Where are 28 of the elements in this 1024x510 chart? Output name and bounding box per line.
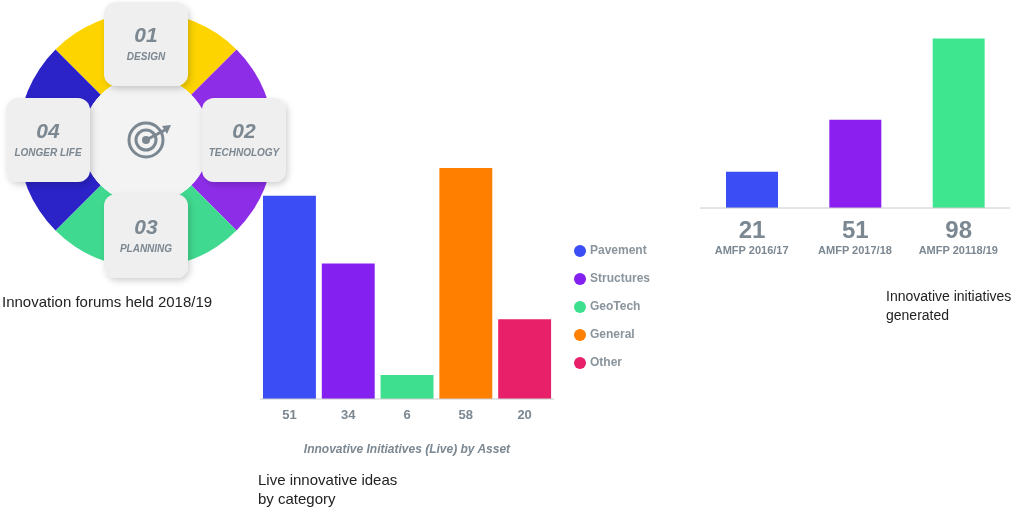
legend-label: Other <box>589 355 622 369</box>
legend-label: General <box>589 327 635 341</box>
text: 01 <box>134 23 158 46</box>
data-label: 34 <box>341 407 357 422</box>
text: Innovation forums held 2018/19 <box>2 292 213 311</box>
text: 03 <box>134 215 158 238</box>
x-tick-label: AMFP 20118/19 <box>918 243 998 256</box>
legend-label: Structures <box>589 271 650 285</box>
text: 02 <box>232 119 256 142</box>
x-axis-title: Innovative Initiatives (Live) by Asset <box>303 442 512 456</box>
text: Innovative initiatives generated <box>886 287 1013 325</box>
category-label: LONGER LIFE <box>14 147 82 158</box>
text: 04 <box>36 119 60 142</box>
text: Live innovative ideas by category <box>258 470 399 508</box>
data-label: 21 <box>738 216 766 243</box>
x-tick-label: AMFP 2016/17 <box>714 243 789 256</box>
legend-label: Pavement <box>589 243 647 257</box>
data-label: 98 <box>945 216 973 243</box>
legend-label: GeoTech <box>589 299 641 313</box>
category-label: DESIGN <box>126 51 166 62</box>
data-label: 20 <box>517 407 532 422</box>
category-label: TECHNOLOGY <box>208 147 281 158</box>
category-label: PLANNING <box>119 243 173 254</box>
data-label: 58 <box>458 407 474 422</box>
data-label: 51 <box>841 216 869 243</box>
x-tick-label: AMFP 2017/18 <box>818 243 892 256</box>
data-label: 51 <box>282 407 297 422</box>
data-label: 6 <box>403 407 411 422</box>
